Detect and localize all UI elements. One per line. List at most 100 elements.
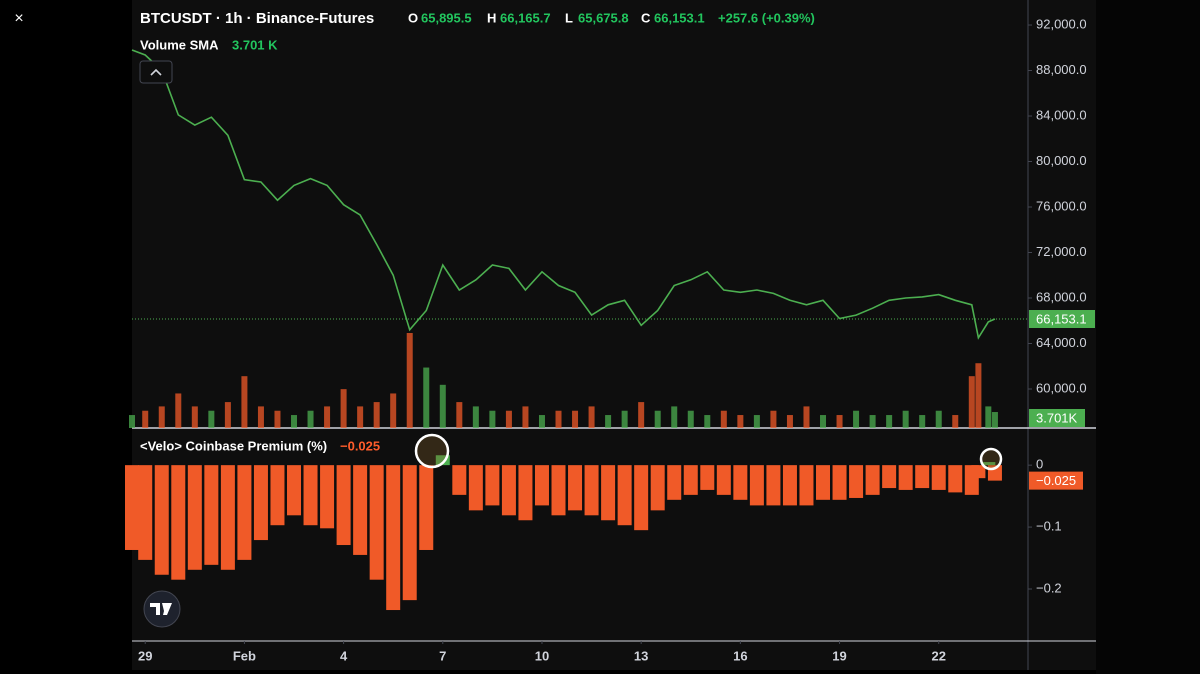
premium-bar	[303, 465, 318, 526]
ohlc-key: L	[565, 10, 573, 25]
volume-bar	[324, 406, 331, 428]
premium-bar	[849, 465, 864, 498]
volume-bar	[820, 415, 827, 428]
x-tick-label: 4	[340, 648, 348, 663]
premium-bar	[336, 465, 351, 546]
premium-bar	[270, 465, 285, 526]
volume-bar	[836, 415, 843, 428]
volume-bar	[505, 410, 512, 428]
volume-bar	[621, 410, 628, 428]
premium-bar	[981, 462, 996, 466]
volume-bar	[572, 410, 579, 428]
collapse-button[interactable]	[139, 60, 173, 84]
premium-bar	[766, 465, 781, 506]
premium-bar	[253, 465, 268, 541]
volume-bar	[406, 333, 413, 428]
premium-bar	[518, 465, 533, 521]
volume-bar	[224, 402, 231, 428]
premium-bar	[402, 465, 417, 601]
premium-bar	[832, 465, 847, 500]
change: +257.6 (+0.39%)	[718, 10, 815, 25]
premium-bar	[138, 465, 153, 560]
volume-bar	[538, 415, 545, 428]
premium-bar	[171, 465, 186, 580]
premium-bar	[386, 465, 401, 611]
volume-title: Volume SMA	[140, 37, 219, 52]
volume-bar	[129, 415, 135, 428]
volume-bar	[853, 410, 860, 428]
y-tick-label: 88,000.0	[1036, 62, 1087, 77]
close-icon[interactable]: ×	[14, 10, 23, 27]
premium-bar	[971, 465, 986, 479]
premium-bar	[501, 465, 516, 516]
premium-bar	[369, 465, 384, 580]
premium-bar	[568, 465, 583, 511]
side-panel	[1096, 0, 1200, 674]
y-tick-label: −0.2	[1036, 580, 1062, 595]
ohlc-value: 65,675.8	[578, 10, 629, 25]
premium-bar	[125, 465, 139, 550]
indicator-value: −0.025	[340, 438, 380, 453]
premium-bar	[634, 465, 649, 531]
collapse-button-frame[interactable]	[139, 60, 173, 84]
premium-bar	[700, 465, 715, 490]
ohlc-key: H	[487, 10, 496, 25]
last-price-badge	[1029, 310, 1095, 329]
volume-bar	[472, 406, 479, 428]
premium-bar	[882, 465, 897, 489]
premium-bar	[320, 465, 335, 529]
volume-badge	[1029, 409, 1085, 427]
volume-bar	[588, 406, 595, 428]
volume-bar	[902, 410, 909, 428]
volume-bar	[654, 410, 661, 428]
highlight-circle	[979, 447, 1003, 471]
volume-bar	[975, 363, 982, 428]
ohlc-key: C	[641, 10, 651, 25]
volume-value: 3.701 K	[232, 37, 278, 52]
volume-bar	[191, 406, 198, 428]
volume-bar	[257, 406, 264, 428]
volume-bar	[704, 415, 711, 428]
volume-bar	[357, 406, 364, 428]
last-price-label: 66,153.1	[1036, 311, 1087, 326]
ohlc-value: 66,153.1	[654, 10, 705, 25]
x-tick-label: 10	[535, 648, 549, 663]
ohlc-value: 65,895.5	[421, 10, 472, 25]
volume-bar	[737, 415, 744, 428]
x-tick-label: 29	[138, 648, 152, 663]
premium-bar	[683, 465, 698, 495]
premium-bar	[865, 465, 880, 495]
collapse-icon[interactable]	[150, 68, 162, 76]
close-button[interactable]: ×	[14, 10, 23, 27]
premium-bar	[452, 465, 467, 495]
plot-layer: 92,000.0 88,000.0 84,000.0 80,000.0 76,000.0…	[125, 16, 1095, 663]
volume-bar	[555, 410, 562, 428]
volume-bar	[985, 406, 992, 428]
volume-bar	[753, 415, 760, 428]
premium-badge-label: −0.025	[1036, 473, 1076, 488]
volume-bar	[803, 406, 810, 428]
ohlc-key: O	[408, 10, 418, 25]
premium-bar	[617, 465, 632, 526]
premium-bar	[551, 465, 566, 516]
volume-bar	[439, 384, 446, 428]
premium-bar	[733, 465, 748, 500]
volume-badge-label: 3.701K	[1036, 410, 1078, 425]
volume-bar	[291, 415, 298, 428]
volume-bar	[605, 415, 612, 428]
y-tick-label: 84,000.0	[1036, 107, 1087, 122]
volume-bar	[456, 402, 463, 428]
volume-bar	[340, 389, 347, 428]
premium-bar	[534, 465, 549, 506]
indicator-title: <Velo> Coinbase Premium (%)	[140, 438, 327, 453]
chart-title: BTCUSDT · 1h · Binance-Futures	[140, 10, 374, 27]
volume-bar	[952, 415, 959, 428]
y-tick-label: 80,000.0	[1036, 153, 1087, 168]
volume-bar	[175, 393, 182, 428]
volume-bar	[786, 415, 793, 428]
volume-bar	[274, 410, 281, 428]
premium-bar	[915, 465, 930, 489]
premium-bar	[287, 465, 302, 516]
